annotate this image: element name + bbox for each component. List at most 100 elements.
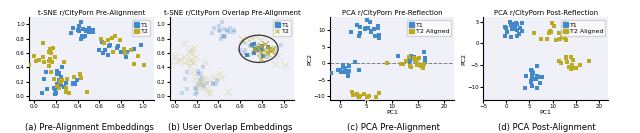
Point: [252, 49, 262, 51]
Title: t-SNE r/CityPorn Overlap Pre-Alignment: t-SNE r/CityPorn Overlap Pre-Alignment: [164, 10, 300, 16]
Point: [56, 81, 66, 83]
Point: [223, 91, 233, 93]
Point: [136, 44, 146, 46]
Point: [335, 69, 345, 71]
Point: [336, 71, 346, 73]
Point: [520, 87, 530, 89]
Point: [250, 49, 260, 51]
Point: [96, 38, 106, 40]
Point: [57, 79, 67, 81]
Point: [355, 32, 365, 34]
Point: [74, 25, 84, 27]
Point: [76, 38, 86, 40]
Point: [45, 71, 56, 73]
Point: [527, 70, 538, 72]
Point: [99, 42, 109, 44]
Point: [270, 48, 280, 50]
Point: [180, 78, 190, 80]
Point: [350, 61, 360, 63]
Point: [339, 70, 349, 73]
Point: [81, 29, 92, 31]
Point: [120, 52, 130, 54]
Point: [196, 80, 206, 82]
Point: [401, 60, 412, 62]
Title: t-SNE r/CityPorn Pre-Alignment: t-SNE r/CityPorn Pre-Alignment: [38, 10, 145, 16]
Point: [369, 28, 380, 30]
Point: [96, 38, 106, 40]
Point: [220, 35, 230, 37]
Point: [105, 43, 115, 46]
Point: [276, 44, 287, 46]
Point: [202, 82, 212, 84]
Point: [562, 61, 572, 63]
Point: [179, 42, 189, 44]
Point: [409, 56, 419, 58]
Point: [410, 59, 420, 61]
Point: [72, 79, 82, 81]
Point: [352, 24, 362, 26]
Legend: T1, T2: T1, T2: [273, 20, 291, 36]
Point: [44, 65, 54, 67]
Point: [61, 91, 71, 93]
Title: PCA r/CityPorn Post-Reflection: PCA r/CityPorn Post-Reflection: [493, 10, 598, 16]
Point: [189, 78, 200, 80]
Point: [186, 58, 196, 60]
Text: (d) PCA Post-Alignment: (d) PCA Post-Alignment: [499, 123, 596, 132]
Point: [191, 88, 201, 90]
Point: [382, 62, 392, 65]
Point: [53, 87, 63, 89]
Point: [343, 71, 353, 73]
Point: [532, 75, 542, 77]
Text: (c) PCA Pre-Alignment: (c) PCA Pre-Alignment: [347, 123, 440, 132]
Point: [571, 67, 581, 69]
Point: [273, 55, 284, 57]
Point: [362, 101, 372, 103]
Point: [125, 49, 136, 51]
Point: [344, 65, 354, 67]
Point: [42, 88, 52, 90]
Point: [354, 69, 364, 71]
Point: [338, 64, 348, 66]
Point: [198, 66, 208, 68]
Point: [31, 60, 42, 62]
Point: [45, 52, 56, 54]
Legend: T1, T2: T1, T2: [132, 20, 150, 36]
Point: [353, 95, 363, 97]
Point: [84, 27, 94, 29]
Point: [39, 78, 49, 80]
Point: [94, 49, 104, 51]
Point: [182, 71, 193, 74]
Point: [190, 86, 200, 89]
Point: [215, 30, 225, 32]
Point: [78, 36, 88, 38]
Point: [347, 91, 357, 93]
Point: [412, 60, 422, 62]
Point: [74, 30, 84, 32]
Point: [253, 45, 264, 47]
Point: [188, 61, 198, 63]
Point: [374, 92, 384, 94]
Point: [73, 29, 83, 31]
Point: [24, 64, 35, 66]
Point: [263, 45, 273, 48]
Point: [170, 55, 180, 57]
Point: [373, 25, 383, 28]
Y-axis label: PC2: PC2: [307, 53, 312, 65]
Point: [77, 35, 87, 37]
Point: [262, 51, 273, 53]
Point: [207, 32, 217, 34]
Point: [517, 22, 527, 24]
Point: [264, 48, 275, 50]
Point: [257, 48, 267, 50]
Point: [45, 48, 55, 50]
Point: [215, 73, 225, 75]
Point: [237, 38, 247, 40]
Point: [374, 34, 385, 36]
Point: [165, 64, 175, 66]
Point: [247, 36, 257, 39]
Point: [404, 56, 414, 59]
Point: [365, 21, 376, 23]
Point: [564, 30, 575, 32]
Point: [68, 82, 78, 84]
Point: [355, 26, 365, 28]
